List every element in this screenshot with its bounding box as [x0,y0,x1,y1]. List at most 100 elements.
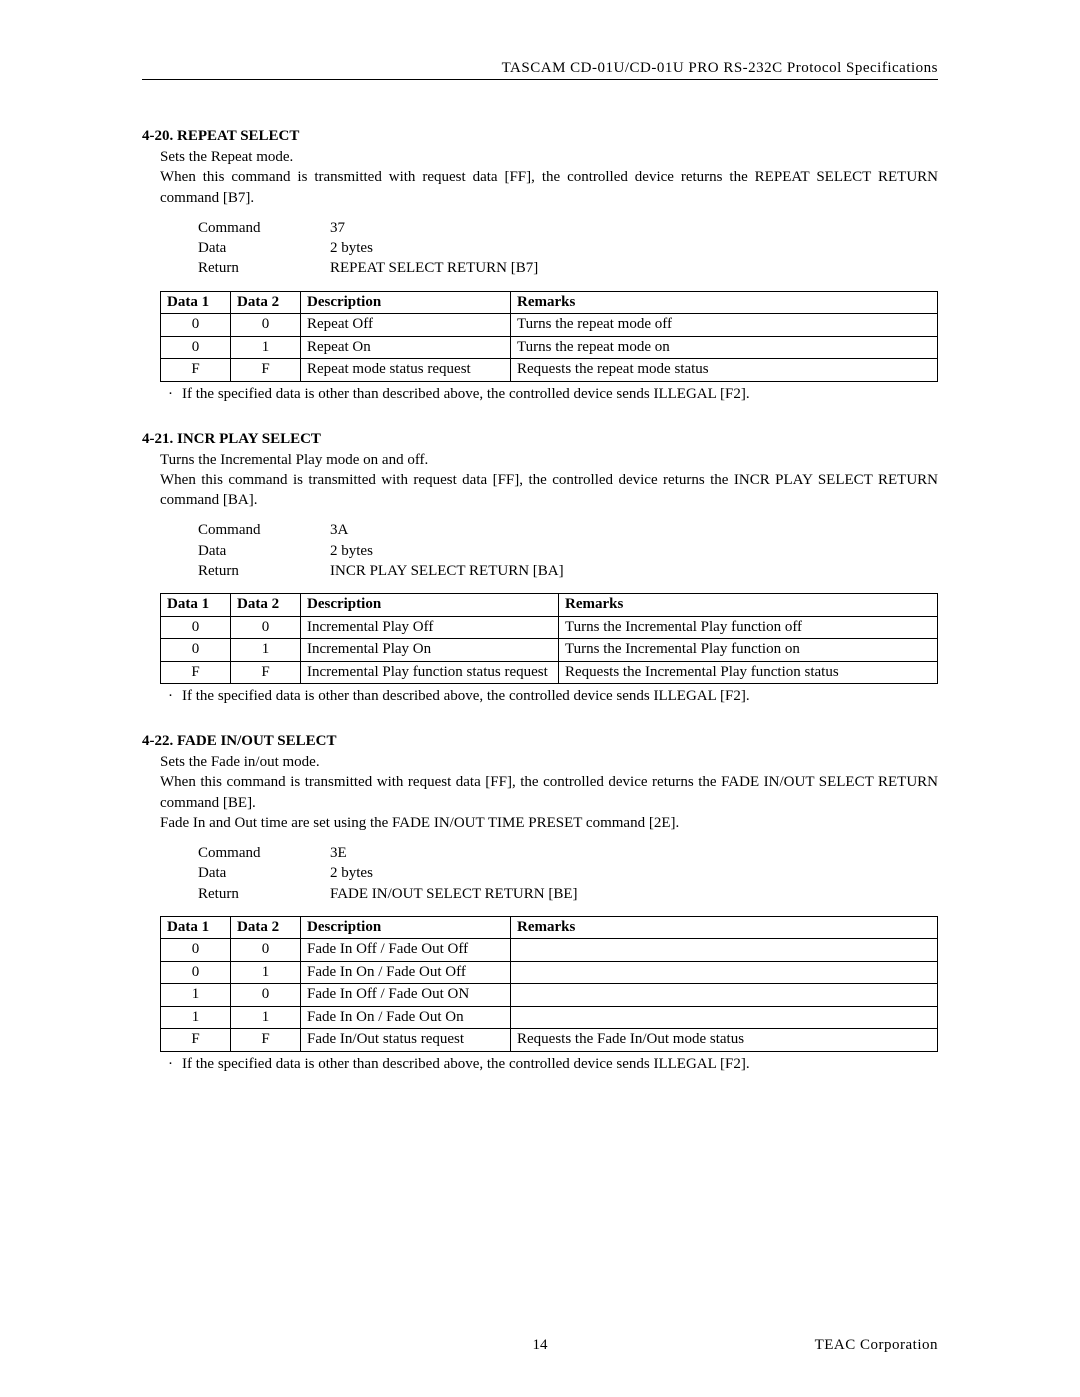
section-title: 4-20. REPEAT SELECT [142,128,938,145]
table-row: 00Incremental Play OffTurns the Incremen… [161,616,938,639]
table-cell: Requests the Fade In/Out mode status [511,1029,938,1052]
table-header: Data 2 [231,594,301,617]
command-row: ReturnINCR PLAY SELECT RETURN [BA] [198,561,938,581]
page-number: 14 [533,1337,548,1354]
table-cell: 1 [231,1006,301,1029]
table-cell: 1 [161,1006,231,1029]
command-value: REPEAT SELECT RETURN [B7] [330,258,938,278]
table-cell: 0 [161,961,231,984]
section-note: ·If the specified data is other than des… [168,1056,938,1073]
section-note: ·If the specified data is other than des… [168,386,938,403]
table-row: 01Incremental Play OnTurns the Increment… [161,639,938,662]
command-value: 2 bytes [330,863,938,883]
table-row: FFFade In/Out status requestRequests the… [161,1029,938,1052]
command-row: Data2 bytes [198,238,938,258]
table-cell: Fade In On / Fade Out On [301,1006,511,1029]
table-cell: Turns the Incremental Play function on [559,639,938,662]
table-header: Description [301,916,511,939]
command-label: Return [198,561,330,581]
table-row: 11Fade In On / Fade Out On [161,1006,938,1029]
table-header: Data 1 [161,291,231,314]
command-block: Command3AData2 bytesReturnINCR PLAY SELE… [198,520,938,581]
section-body: Sets the Fade in/out mode.When this comm… [160,752,938,833]
table-cell: Fade In Off / Fade Out Off [301,939,511,962]
table-header: Remarks [511,291,938,314]
table-header: Remarks [511,916,938,939]
command-label: Command [198,218,330,238]
table-row: FFRepeat mode status requestRequests the… [161,359,938,382]
table-cell: 0 [231,984,301,1007]
table-row: 00Fade In Off / Fade Out Off [161,939,938,962]
section-body: Turns the Incremental Play mode on and o… [160,450,938,511]
table-cell: 0 [161,616,231,639]
section-paragraph: When this command is transmitted with re… [160,470,938,511]
command-value: 37 [330,218,938,238]
section: 4-22. FADE IN/OUT SELECT Sets the Fade in… [142,733,938,1073]
table-cell: 0 [161,314,231,337]
command-label: Command [198,520,330,540]
bullet-icon: · [168,386,182,403]
table-cell: 0 [161,639,231,662]
sections-container: 4-20. REPEAT SELECT Sets the Repeat mode.… [142,128,938,1073]
section-title: 4-22. FADE IN/OUT SELECT [142,733,938,750]
table-cell: Turns the Incremental Play function off [559,616,938,639]
command-label: Data [198,863,330,883]
table-row: 00Repeat OffTurns the repeat mode off [161,314,938,337]
table-cell: Incremental Play Off [301,616,559,639]
table-cell: 0 [231,314,301,337]
section-title: 4-21. INCR PLAY SELECT [142,431,938,448]
section-body: Sets the Repeat mode.When this command i… [160,147,938,208]
table-cell: F [161,661,231,684]
section-paragraph: Sets the Fade in/out mode. [160,752,938,772]
table-header: Description [301,291,511,314]
table-cell: Fade In/Out status request [301,1029,511,1052]
table-cell: Repeat mode status request [301,359,511,382]
table-cell: Repeat On [301,336,511,359]
table-cell: F [161,359,231,382]
command-label: Return [198,884,330,904]
table-cell: 0 [161,939,231,962]
table-header: Description [301,594,559,617]
bullet-icon: · [168,688,182,705]
table-cell: F [161,1029,231,1052]
footer-corporation: TEAC Corporation [815,1337,938,1354]
table-cell: 0 [231,939,301,962]
table-cell: Requests the repeat mode status [511,359,938,382]
command-value: 3E [330,843,938,863]
page-header: TASCAM CD-01U/CD-01U PRO RS-232C Protoco… [142,60,938,80]
command-value: FADE IN/OUT SELECT RETURN [BE] [330,884,938,904]
table-cell [511,984,938,1007]
command-row: Data2 bytes [198,863,938,883]
section-paragraph: Sets the Repeat mode. [160,147,938,167]
bullet-icon: · [168,1056,182,1073]
section: 4-20. REPEAT SELECT Sets the Repeat mode.… [142,128,938,403]
table-cell: Incremental Play function status request [301,661,559,684]
section-note: ·If the specified data is other than des… [168,688,938,705]
table-cell: F [231,359,301,382]
table-row: 10Fade In Off / Fade Out ON [161,984,938,1007]
table-cell [511,961,938,984]
table-cell [511,1006,938,1029]
table-cell: F [231,1029,301,1052]
command-value: 3A [330,520,938,540]
section-paragraph: When this command is transmitted with re… [160,167,938,208]
section-paragraph: When this command is transmitted with re… [160,772,938,813]
section-note-text: If the specified data is other than desc… [182,1056,750,1072]
table-header: Data 2 [231,291,301,314]
command-row: Command3E [198,843,938,863]
command-label: Return [198,258,330,278]
section-note-text: If the specified data is other than desc… [182,386,750,402]
command-row: Data2 bytes [198,541,938,561]
command-row: Command3A [198,520,938,540]
data-table: Data 1Data 2DescriptionRemarks 00 Incremen… [160,593,938,684]
table-cell: 1 [231,961,301,984]
table-header: Remarks [559,594,938,617]
table-header: Data 2 [231,916,301,939]
command-value: 2 bytes [330,541,938,561]
command-block: Command37Data2 bytesReturnREPEAT SELECT … [198,218,938,279]
section-paragraph: Fade In and Out time are set using the F… [160,813,938,833]
table-cell: Fade In Off / Fade Out ON [301,984,511,1007]
data-table: Data 1Data 2DescriptionRemarks00Repeat O… [160,291,938,382]
table-header: Data 1 [161,594,231,617]
section-paragraph: Turns the Incremental Play mode on and o… [160,450,938,470]
